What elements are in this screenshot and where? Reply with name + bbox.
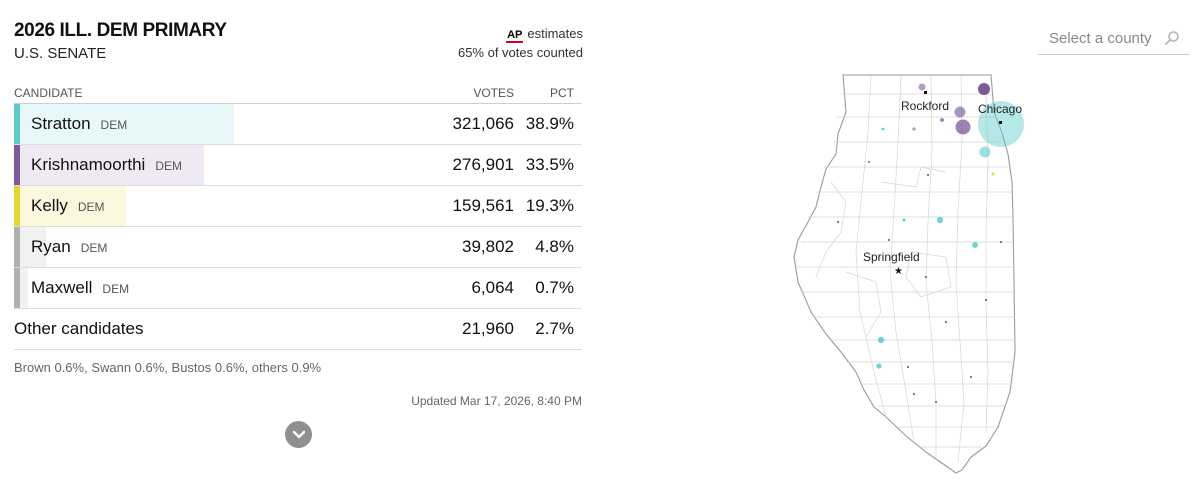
- county-dot: [940, 118, 944, 122]
- race-subtitle: U.S. SENATE: [14, 45, 107, 62]
- ap-estimates-label: estimates: [527, 26, 583, 41]
- county-dot: [955, 119, 971, 135]
- city-label-chicago: Chicago: [978, 102, 1022, 116]
- county-dot: [978, 83, 990, 95]
- county-dot: [837, 221, 839, 223]
- county-dot: [972, 242, 978, 248]
- county-search-placeholder: Select a county: [1049, 30, 1152, 47]
- updated-timestamp: Updated Mar 17, 2026, 8:40 PM: [411, 393, 582, 408]
- county-dot: [927, 174, 929, 176]
- county-dot: [881, 127, 885, 131]
- other-pct: 2.7%: [535, 318, 574, 338]
- header-votes: VOTES: [404, 82, 514, 104]
- candidate-pct: 33.5%: [525, 154, 574, 174]
- candidate-party: DEM: [77, 200, 105, 214]
- candidate-pct: 0.7%: [535, 277, 574, 297]
- city-label-rockford: Rockford: [901, 99, 949, 113]
- county-dot: [954, 106, 966, 118]
- springfield-capital-star-icon: ★: [894, 266, 903, 277]
- county-dot: [945, 321, 947, 323]
- candidate-votes: 6,064: [471, 277, 514, 297]
- county-dot: [1000, 241, 1002, 243]
- share-bar: [14, 103, 234, 144]
- county-dot: [912, 127, 916, 131]
- candidate-name: Stratton: [31, 113, 91, 133]
- county-dot: [868, 161, 870, 163]
- candidate-color-swatch: [14, 226, 20, 267]
- candidate-party: DEM: [80, 241, 108, 255]
- candidate-votes: 159,561: [452, 195, 514, 215]
- chevron-down-icon: [292, 430, 305, 438]
- candidate-color-swatch: [14, 267, 20, 308]
- candidate-name: Ryan: [31, 236, 71, 256]
- county-dot: [918, 83, 926, 91]
- candidate-pct: 38.9%: [525, 113, 574, 133]
- expand-results-button[interactable]: [285, 421, 312, 448]
- county-search-input[interactable]: Select a county: [1038, 27, 1190, 55]
- city-markers: ★ Rockford Chicago Springfield: [863, 91, 1022, 277]
- results-table: CANDIDATE VOTES PCT Stratton DEM 321,066 …: [14, 82, 582, 350]
- candidate-pct: 19.3%: [525, 195, 574, 215]
- ap-estimates-block: AP estimates 65% of votes counted: [458, 24, 583, 62]
- county-dot: [970, 376, 972, 378]
- candidate-votes: 39,802: [462, 236, 514, 256]
- share-bar: [14, 144, 205, 185]
- other-votes: 21,960: [462, 318, 514, 338]
- candidate-color-swatch: [14, 185, 20, 226]
- search-icon: [1165, 31, 1179, 45]
- county-dot: [925, 276, 927, 278]
- share-bar: [14, 185, 127, 226]
- county-dot: [936, 216, 944, 224]
- race-title: 2026 ILL. DEM PRIMARY: [14, 20, 227, 41]
- ap-logo: AP: [506, 29, 524, 43]
- chicago-marker: [999, 121, 1002, 124]
- other-candidates-row: Other candidates 21,960 2.7%: [14, 308, 582, 349]
- candidate-party: DEM: [155, 159, 182, 173]
- city-label-springfield: Springfield: [863, 250, 920, 264]
- candidate-pct: 4.8%: [535, 236, 574, 256]
- candidate-row: Ryan DEM 39,802 4.8%: [14, 226, 582, 267]
- state-outline: [793, 74, 1016, 474]
- county-dot: [991, 172, 995, 176]
- candidate-name: Maxwell: [31, 277, 93, 297]
- header-pct: PCT: [514, 82, 582, 104]
- county-dot: [985, 299, 987, 301]
- county-dot: [907, 366, 909, 368]
- results-panel: 2026 ILL. DEM PRIMARY U.S. SENATE AP esti…: [14, 20, 584, 408]
- candidate-color-swatch: [14, 103, 20, 144]
- county-dot: [979, 146, 991, 158]
- votes-counted: 65% of votes counted: [457, 45, 583, 60]
- other-candidates-footnote: Brown 0.6%, Swann 0.6%, Bustos 0.6%, oth…: [14, 359, 322, 375]
- candidate-row: Kelly DEM 159,561 19.3%: [14, 185, 582, 226]
- candidate-row: Krishnamoorthi DEM 276,901 33.5%: [14, 144, 582, 185]
- candidate-votes: 321,066: [452, 113, 514, 133]
- candidate-name: Kelly: [31, 195, 68, 215]
- candidate-party: DEM: [100, 118, 128, 132]
- rockford-marker: [924, 91, 927, 94]
- county-dot: [913, 393, 915, 395]
- candidate-votes: 276,901: [452, 154, 514, 174]
- candidate-name: Krishnamoorthi: [31, 154, 146, 174]
- candidate-party: DEM: [102, 282, 130, 296]
- county-dot: [935, 401, 937, 403]
- header-candidate: CANDIDATE: [14, 82, 404, 104]
- county-dot: [902, 218, 906, 222]
- other-candidates-label: Other candidates: [14, 318, 144, 338]
- county-dot: [877, 336, 885, 344]
- county-dot: [888, 239, 890, 241]
- candidate-row: Stratton DEM 321,066 38.9%: [14, 103, 582, 144]
- candidate-row: Maxwell DEM 6,064 0.7%: [14, 267, 582, 308]
- candidate-color-swatch: [14, 144, 20, 185]
- county-dot: [876, 363, 882, 369]
- illinois-county-map[interactable]: ★ Rockford Chicago Springfield: [786, 72, 1034, 476]
